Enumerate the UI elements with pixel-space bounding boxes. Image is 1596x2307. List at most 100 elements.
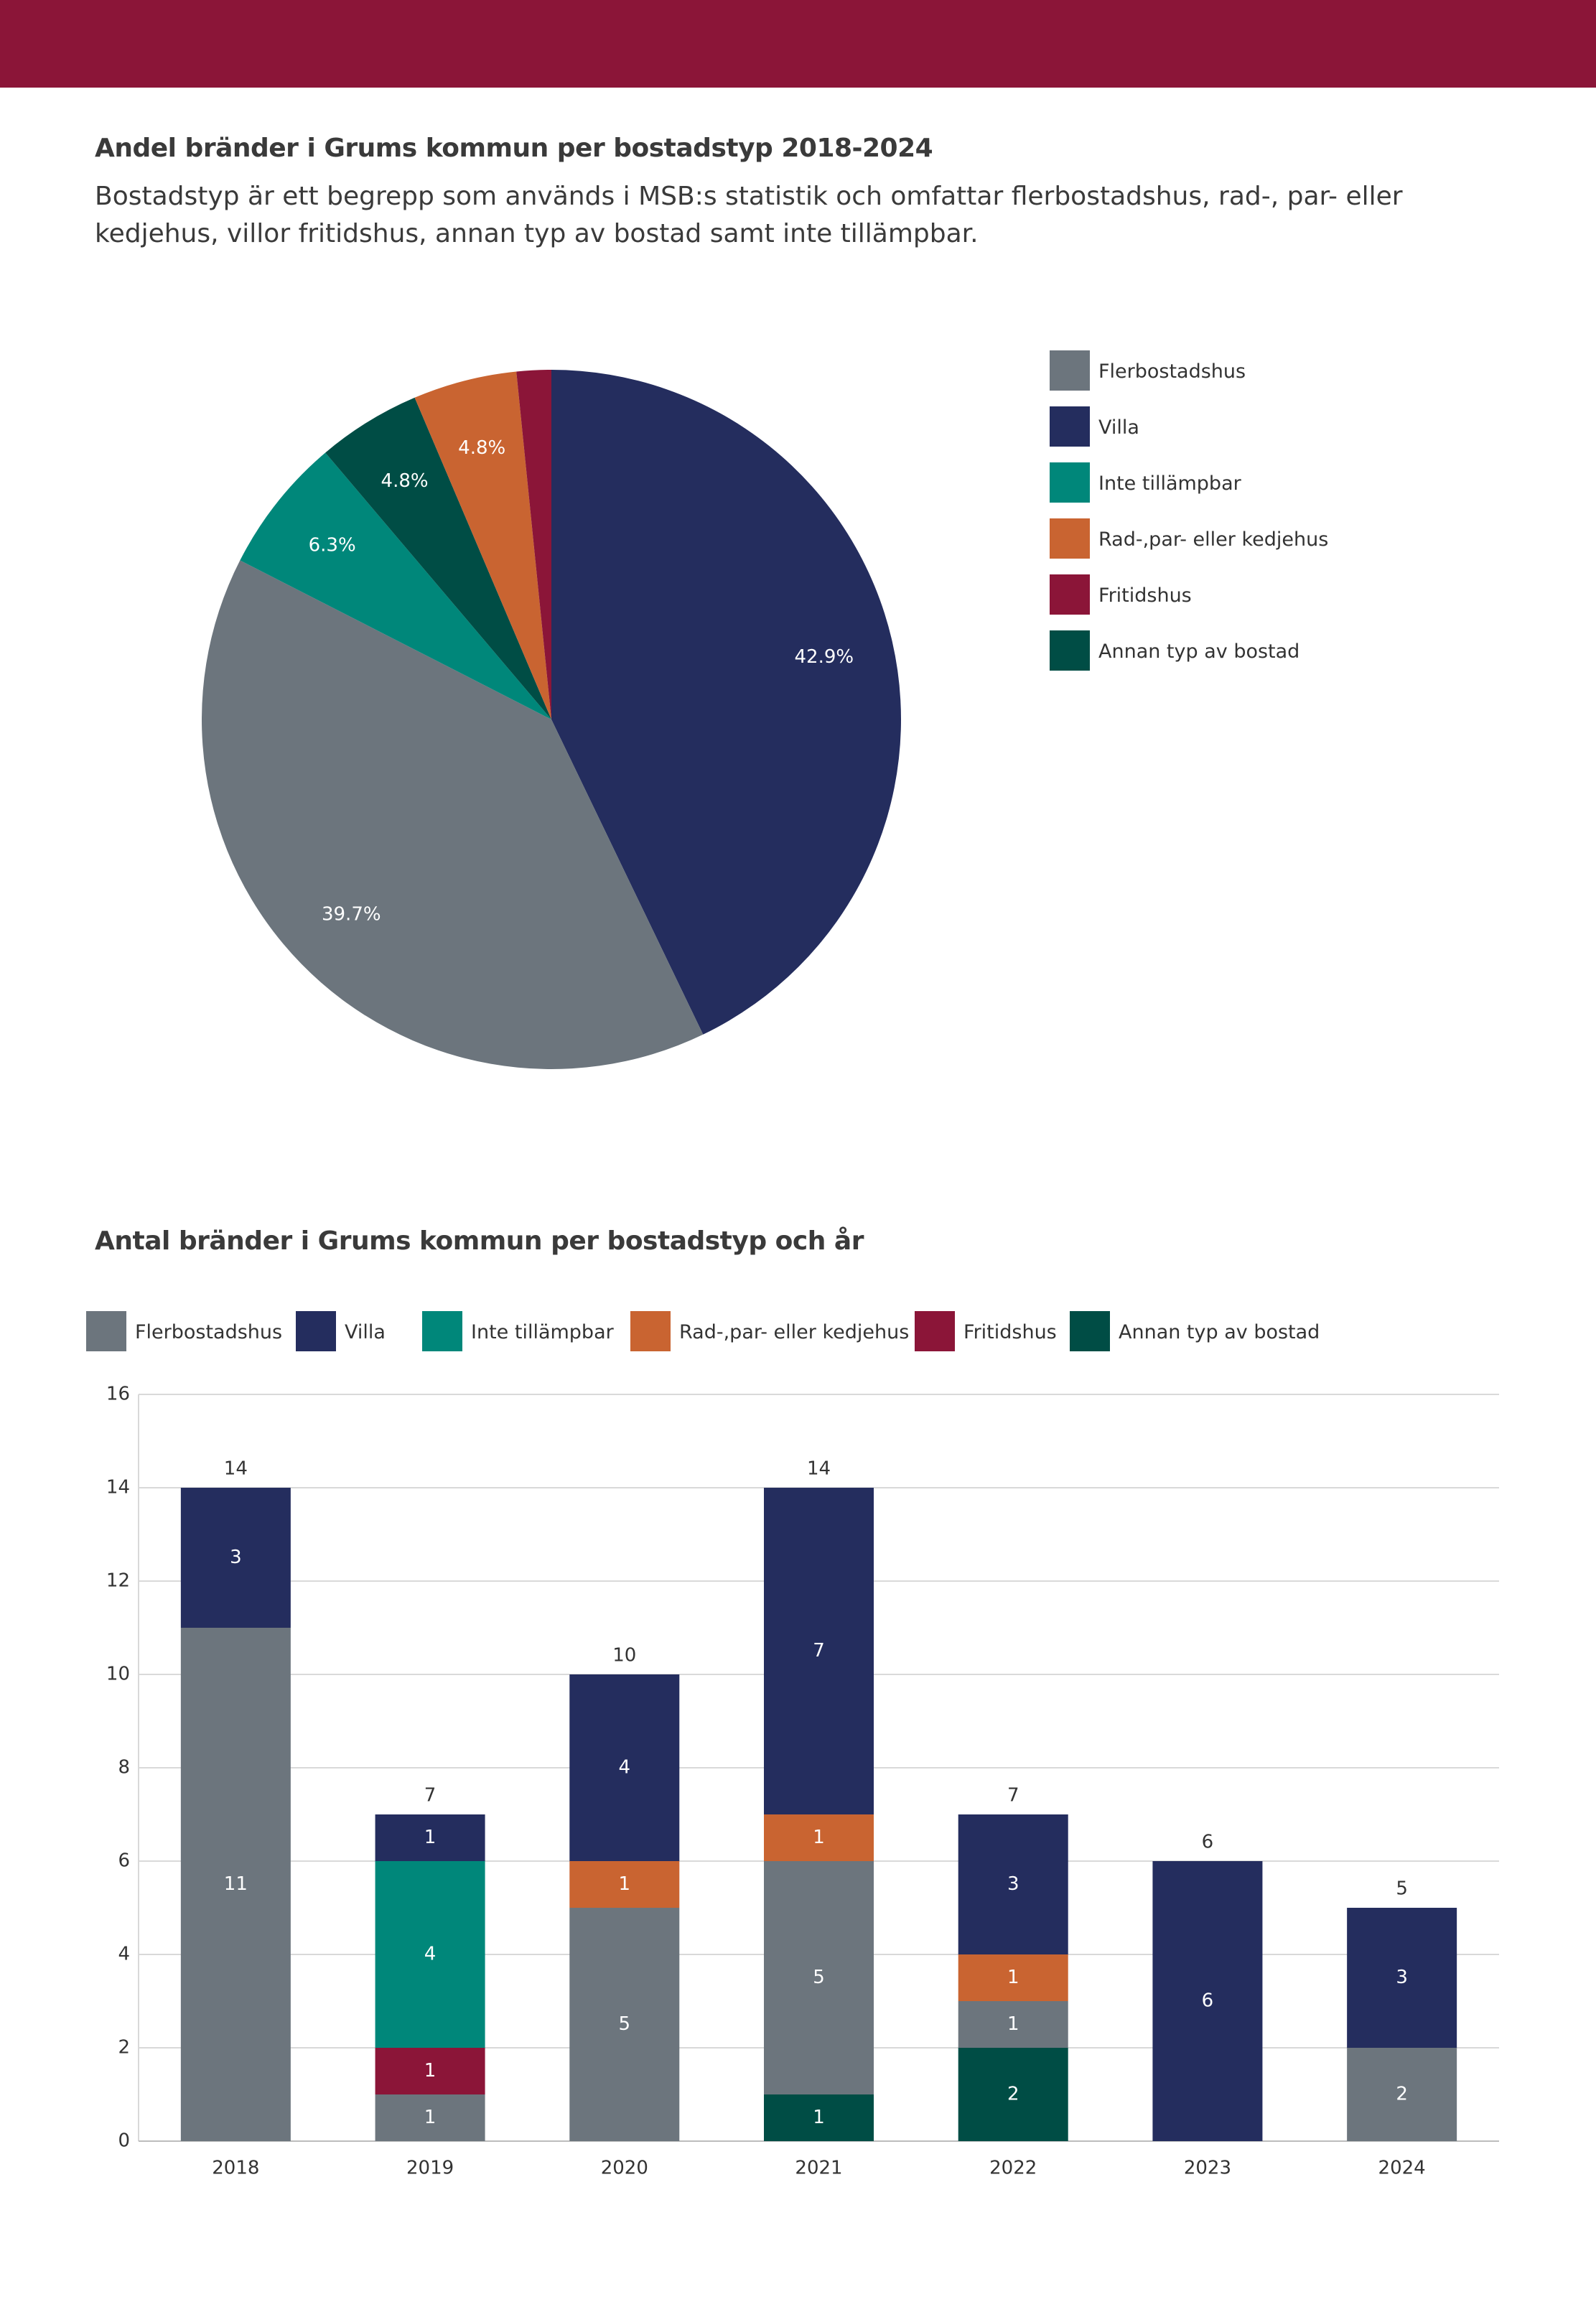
legend-swatch bbox=[1050, 350, 1090, 391]
y-tick-label: 8 bbox=[118, 1757, 130, 1779]
legend-swatch bbox=[1070, 1311, 1110, 1351]
pie-slice-villa bbox=[551, 370, 902, 1035]
bar-rad-par-eller-kedjehus-2022 bbox=[958, 1954, 1068, 2001]
legend-swatch bbox=[296, 1311, 336, 1351]
bar-annan-typ-av-bostad-2022 bbox=[958, 2048, 1068, 2141]
bar-villa-2020 bbox=[569, 1674, 680, 1861]
bar-value-label: 1 bbox=[619, 1873, 631, 1895]
bar-rad-par-eller-kedjehus-2020 bbox=[569, 1861, 680, 1908]
bar-villa-2021 bbox=[764, 1488, 874, 1814]
bar-chart-title: Antal bränder i Grums kommun per bostads… bbox=[95, 1226, 864, 1256]
y-tick-label: 14 bbox=[106, 1477, 130, 1499]
legend-label: Fritidshus bbox=[963, 1321, 1057, 1343]
legend-swatch bbox=[1050, 630, 1090, 671]
legend-label: Villa bbox=[1098, 416, 1139, 439]
bar-value-label: 5 bbox=[813, 1967, 825, 1988]
legend-swatch bbox=[86, 1311, 126, 1351]
legend-label: Rad-,par- eller kedjehus bbox=[679, 1321, 910, 1343]
y-tick-label: 2 bbox=[118, 2037, 130, 2059]
bar-value-label: 6 bbox=[1202, 1990, 1214, 2012]
pie-label-flerbostadshus: 39.7% bbox=[322, 904, 381, 926]
bar-villa-2023 bbox=[1152, 1861, 1263, 2141]
bar-total-label: 14 bbox=[807, 1458, 831, 1480]
bar-value-label: 1 bbox=[813, 1827, 825, 1848]
bar-value-label: 3 bbox=[1396, 1967, 1408, 1988]
pie-label-rad-par-eller-kedjehus: 4.8% bbox=[458, 437, 505, 459]
bar-villa-2022 bbox=[958, 1814, 1068, 1954]
pie-slice-flerbostadshus bbox=[201, 560, 704, 1070]
y-tick-label: 12 bbox=[106, 1570, 130, 1592]
pie-slice-rad-par-eller-kedjehus bbox=[414, 371, 551, 719]
bar-legend: Flerbostadshus Villa Inte tillämpbar Rad-,p… bbox=[86, 1311, 1522, 1354]
bar-flerbostadshus-2019 bbox=[375, 2094, 485, 2141]
bar-value-label: 2 bbox=[1007, 2084, 1019, 2105]
legend-label: Flerbostadshus bbox=[1098, 360, 1246, 383]
bar-villa-2019 bbox=[375, 1814, 485, 1861]
bar-value-label: 11 bbox=[224, 1873, 248, 1895]
bar-total-label: 7 bbox=[424, 1785, 437, 1807]
legend-label: Annan typ av bostad bbox=[1119, 1321, 1320, 1343]
legend-swatch bbox=[1050, 406, 1090, 447]
y-tick-label: 0 bbox=[118, 2130, 130, 2152]
bar-fritidshus-2019 bbox=[375, 2048, 485, 2094]
x-tick-label: 2019 bbox=[406, 2158, 454, 2179]
pie-label-annan-typ-av-bostad: 4.8% bbox=[381, 470, 429, 492]
bar-villa-2018 bbox=[180, 1488, 291, 1628]
bar-flerbostadshus-2020 bbox=[569, 1908, 680, 2141]
pie-chart-title: Andel bränder i Grums kommun per bostads… bbox=[95, 134, 933, 163]
bar-value-label: 2 bbox=[1396, 2084, 1408, 2105]
pie-label-inte-till-mpbar: 6.3% bbox=[309, 535, 356, 556]
x-tick-label: 2023 bbox=[1184, 2158, 1231, 2179]
bar-flerbostadshus-2021 bbox=[764, 1861, 874, 2094]
bar-value-label: 4 bbox=[619, 1757, 631, 1779]
bar-value-label: 1 bbox=[424, 1827, 437, 1848]
y-tick-label: 10 bbox=[106, 1664, 130, 1685]
y-tick-label: 6 bbox=[118, 1850, 130, 1872]
legend-swatch bbox=[630, 1311, 671, 1351]
y-tick-label: 16 bbox=[106, 1384, 130, 1405]
bar-total-label: 14 bbox=[224, 1458, 248, 1480]
bar-flerbostadshus-2022 bbox=[958, 2001, 1068, 2048]
x-tick-label: 2020 bbox=[601, 2158, 648, 2179]
bar-value-label: 1 bbox=[1007, 1967, 1019, 1988]
bar-chart: 0246810121416113142018114172019514102020… bbox=[106, 1384, 1499, 2179]
header-bar bbox=[0, 0, 1596, 88]
bar-villa-2024 bbox=[1347, 1908, 1457, 2048]
bar-flerbostadshus-2024 bbox=[1347, 2048, 1457, 2141]
bar-total-label: 10 bbox=[612, 1645, 636, 1667]
legend-swatch bbox=[1050, 462, 1090, 503]
legend-label: Annan typ av bostad bbox=[1098, 640, 1300, 663]
bar-value-label: 3 bbox=[230, 1547, 242, 1568]
bar-rad-par-eller-kedjehus-2021 bbox=[764, 1814, 874, 1861]
bar-value-label: 1 bbox=[424, 2060, 437, 2082]
x-tick-label: 2018 bbox=[212, 2158, 259, 2179]
legend-label: Fritidshus bbox=[1098, 584, 1192, 607]
legend-label: Flerbostadshus bbox=[135, 1321, 283, 1343]
pie-slice-annan-typ-av-bostad bbox=[325, 397, 551, 719]
bar-inte-till-mpbar-2019 bbox=[375, 1861, 485, 2048]
bar-flerbostadshus-2018 bbox=[180, 1628, 291, 2141]
pie-chart: 42.9% 39.7% 6.3% 4.8% 4.8% bbox=[201, 370, 902, 1070]
legend-label: Inte tillämpbar bbox=[471, 1321, 614, 1343]
x-tick-label: 2022 bbox=[989, 2158, 1037, 2179]
bar-value-label: 3 bbox=[1007, 1873, 1019, 1895]
legend-swatch bbox=[422, 1311, 462, 1351]
legend-label: Rad-,par- eller kedjehus bbox=[1098, 528, 1329, 551]
x-tick-label: 2021 bbox=[795, 2158, 842, 2179]
legend-label: Inte tillämpbar bbox=[1098, 472, 1241, 495]
x-tick-label: 2024 bbox=[1378, 2158, 1426, 2179]
legend-label: Villa bbox=[345, 1321, 386, 1343]
y-tick-label: 4 bbox=[118, 1944, 130, 1965]
legend-swatch bbox=[1050, 574, 1090, 615]
pie-slice-inte-till-mpbar bbox=[240, 452, 551, 719]
bar-value-label: 1 bbox=[813, 2107, 825, 2128]
bar-total-label: 6 bbox=[1202, 1832, 1214, 1853]
bar-annan-typ-av-bostad-2021 bbox=[764, 2094, 874, 2141]
pie-chart-description: Bostadstyp är ett begrepp som används i … bbox=[95, 182, 1403, 248]
bar-total-label: 7 bbox=[1007, 1785, 1019, 1807]
bar-value-label: 1 bbox=[424, 2107, 437, 2128]
legend-swatch bbox=[1050, 518, 1090, 559]
bar-value-label: 1 bbox=[1007, 2013, 1019, 2035]
pie-slice-fritidshus bbox=[516, 370, 551, 719]
legend-swatch bbox=[915, 1311, 955, 1351]
